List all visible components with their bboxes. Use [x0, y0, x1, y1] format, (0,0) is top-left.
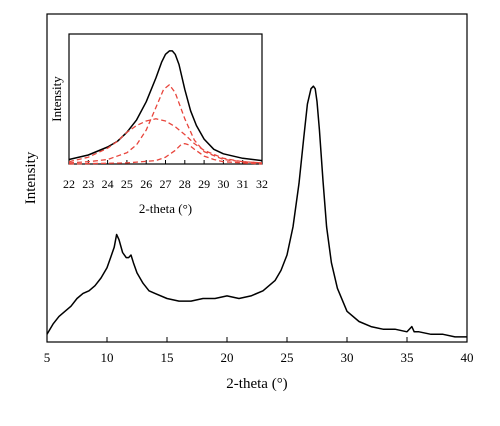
inset-plot: 22 23 24 25 26 27 28 29 30 31 32 2-theta (°) Intensi…	[49, 33, 268, 216]
inset-x-tick-label: 24	[102, 177, 114, 191]
inset-x-tick-label: 29	[198, 177, 210, 191]
inset-y-axis-label: Intensity	[49, 76, 64, 122]
main-x-tick-label: 25	[281, 350, 294, 365]
inset-x-tick-label: 23	[82, 177, 94, 191]
inset-x-tick-label: 32	[256, 177, 268, 191]
main-x-tick-label: 5	[44, 350, 51, 365]
inset-x-axis-label: 2-theta (°)	[139, 201, 192, 216]
inset-x-tick-label: 28	[179, 177, 191, 191]
main-x-tick-label: 10	[101, 350, 114, 365]
inset-x-tick-label: 22	[63, 177, 75, 191]
main-x-tick-label: 30	[341, 350, 354, 365]
main-x-tick-label: 35	[401, 350, 414, 365]
inset-x-tick-label: 27	[160, 177, 172, 191]
main-data-line	[46, 85, 467, 338]
main-x-axis-label: 2-theta (°)	[226, 376, 287, 392]
main-y-axis-label: Intensity	[23, 151, 39, 204]
inset-fit-curve-3	[68, 142, 263, 165]
inset-x-tick-label: 26	[140, 177, 152, 191]
main-x-tick-label: 20	[221, 350, 234, 365]
main-x-tick-label: 40	[461, 350, 474, 365]
main-x-tick-label: 15	[161, 350, 174, 365]
inset-x-tick-label: 30	[217, 177, 229, 191]
inset-fit-curve-1	[68, 84, 263, 164]
inset-x-tick-label: 25	[121, 177, 133, 191]
inset-x-tick-label: 31	[237, 177, 249, 191]
